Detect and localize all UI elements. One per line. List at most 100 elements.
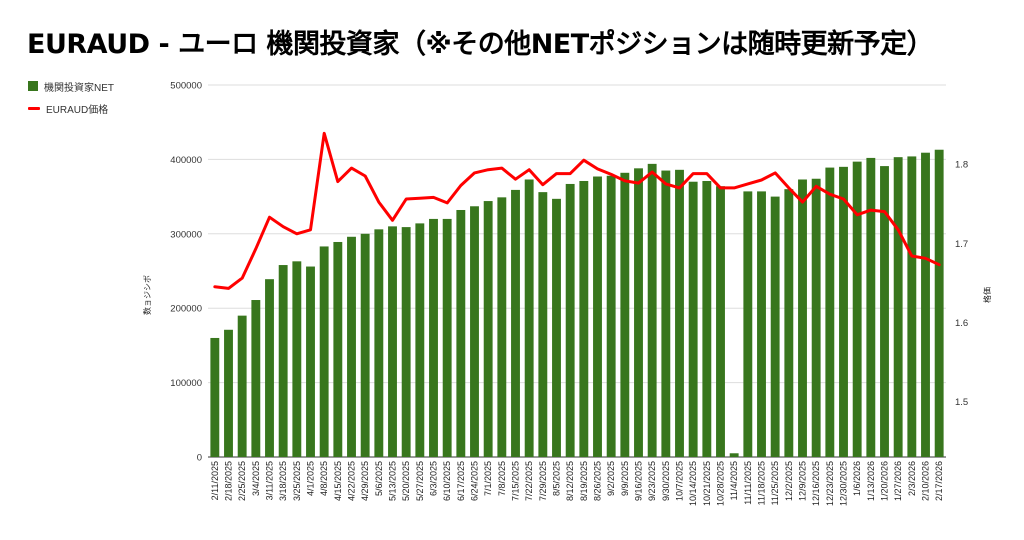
x-tick-label: 1/6/2026 <box>852 461 862 496</box>
bar <box>798 179 807 457</box>
bar <box>524 179 534 457</box>
bar <box>593 176 602 457</box>
y-tick-label: 500000 <box>170 81 202 92</box>
legend-swatch-bar <box>28 81 38 91</box>
x-tick-label: 5/27/2025 <box>415 461 425 501</box>
x-tick-label: 12/2/2025 <box>784 461 794 501</box>
x-tick-label: 2/25/2025 <box>237 461 247 501</box>
x-tick-label: 11/4/2025 <box>729 461 739 500</box>
x-tick-label: 2/17/2026 <box>934 461 944 501</box>
x-tick-label: 6/17/2025 <box>456 461 466 501</box>
x-tick-label: 4/8/2025 <box>319 461 329 496</box>
x-tick-label: 1/27/2026 <box>893 461 903 501</box>
bar <box>675 169 684 458</box>
bar <box>470 206 479 457</box>
chart-title: EURAUD - ユーロ 機関投資家（※その他NETポジションは随時更新予定） <box>27 29 934 60</box>
bar <box>442 218 452 457</box>
legend-label-line: EURAUD価格 <box>46 104 109 116</box>
x-tick-label: 11/25/2025 <box>770 461 780 505</box>
y-axis-title: 数ョジシボ <box>142 275 152 315</box>
bar <box>511 189 520 458</box>
y-tick-label: 200000 <box>170 304 202 315</box>
x-tick-label: 3/11/2025 <box>265 461 275 500</box>
bar <box>401 227 411 457</box>
x-tick-label: 3/4/2025 <box>251 461 261 496</box>
bar <box>770 196 780 457</box>
bar <box>620 172 630 458</box>
bar <box>921 152 930 458</box>
bar <box>552 198 561 457</box>
x-tick-label: 3/25/2025 <box>292 461 302 501</box>
bar <box>647 163 657 457</box>
x-tick-label: 3/18/2025 <box>278 461 288 501</box>
x-tick-label: 1/20/2026 <box>880 461 890 501</box>
bar <box>716 186 725 457</box>
x-tick-label: 9/16/2025 <box>634 461 644 501</box>
x-tick-label: 8/5/2025 <box>552 461 562 496</box>
bar <box>497 197 507 457</box>
price-line <box>213 131 941 290</box>
x-tick-label: 10/21/2025 <box>702 461 712 506</box>
x-tick-label: 1/13/2026 <box>866 461 876 501</box>
x-tick-label: 6/24/2025 <box>470 461 480 501</box>
x-tick-label: 9/2/2025 <box>606 461 616 496</box>
y2-tick-label: 1.5 <box>955 397 968 408</box>
x-tick-label: 10/14/2025 <box>688 461 698 506</box>
bar <box>688 181 698 457</box>
x-tick-label: 2/10/2026 <box>921 461 931 501</box>
x-tick-label: 5/6/2025 <box>374 461 384 496</box>
y2-tick-label: 1.8 <box>955 160 968 171</box>
bar <box>934 149 944 457</box>
bar <box>893 157 903 457</box>
x-tick-label: 10/7/2025 <box>675 461 685 501</box>
bar <box>306 266 315 457</box>
legend-item-line: EURAUD価格 <box>28 101 114 116</box>
bar <box>661 170 671 457</box>
x-tick-label: 5/13/2025 <box>388 461 398 501</box>
bar <box>319 246 329 457</box>
bar <box>702 180 712 457</box>
legend-item-bar: 機関投資家NET <box>28 79 114 94</box>
bar <box>729 453 739 457</box>
bar <box>907 156 917 457</box>
bar <box>347 236 356 457</box>
x-tick-label: 12/9/2025 <box>798 461 808 501</box>
legend: 機関投資家NET EURAUD価格 <box>28 79 114 123</box>
bar <box>880 166 889 457</box>
x-tick-label: 2/11/2025 <box>210 461 220 500</box>
bar <box>606 175 616 457</box>
x-tick-label: 4/29/2025 <box>360 461 370 501</box>
x-tick-label: 5/20/2025 <box>401 461 411 501</box>
bar <box>579 180 589 457</box>
x-tick-label: 9/9/2025 <box>620 461 630 496</box>
bar <box>374 229 384 457</box>
bar <box>565 183 575 457</box>
legend-label-bar: 機関投資家NET <box>44 82 114 94</box>
bar <box>811 178 821 457</box>
x-tick-label: 7/22/2025 <box>524 461 534 501</box>
x-tick-label: 6/3/2025 <box>429 461 439 496</box>
bar <box>634 168 643 457</box>
bar <box>415 223 425 457</box>
bar <box>852 161 862 457</box>
x-tick-label: 8/26/2025 <box>593 461 603 501</box>
bar <box>429 218 438 457</box>
x-tick-label: 4/15/2025 <box>333 461 343 501</box>
bar <box>333 241 343 457</box>
y2-tick-label: 1.7 <box>955 239 968 250</box>
bar <box>265 279 274 457</box>
x-tick-label: 12/23/2025 <box>825 461 835 506</box>
bar <box>743 191 753 457</box>
bar <box>483 201 493 457</box>
y-tick-label: 0 <box>197 453 202 464</box>
bar <box>210 337 220 457</box>
bar <box>866 157 876 458</box>
x-tick-label: 4/1/2025 <box>306 461 316 496</box>
x-tick-label: 8/12/2025 <box>565 461 575 501</box>
bar <box>757 191 766 457</box>
x-tick-label: 6/10/2025 <box>442 461 452 501</box>
x-tick-label: 12/16/2025 <box>811 461 821 506</box>
bar <box>292 261 302 457</box>
y-tick-label: 400000 <box>170 155 202 166</box>
